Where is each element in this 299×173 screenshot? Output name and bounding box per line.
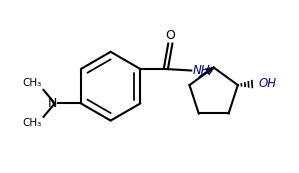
Text: NH: NH [193,64,210,77]
Text: CH₃: CH₃ [23,78,42,88]
Text: O: O [165,29,175,42]
Text: N: N [48,97,57,110]
Text: CH₃: CH₃ [23,118,42,128]
Text: OH: OH [259,77,277,90]
